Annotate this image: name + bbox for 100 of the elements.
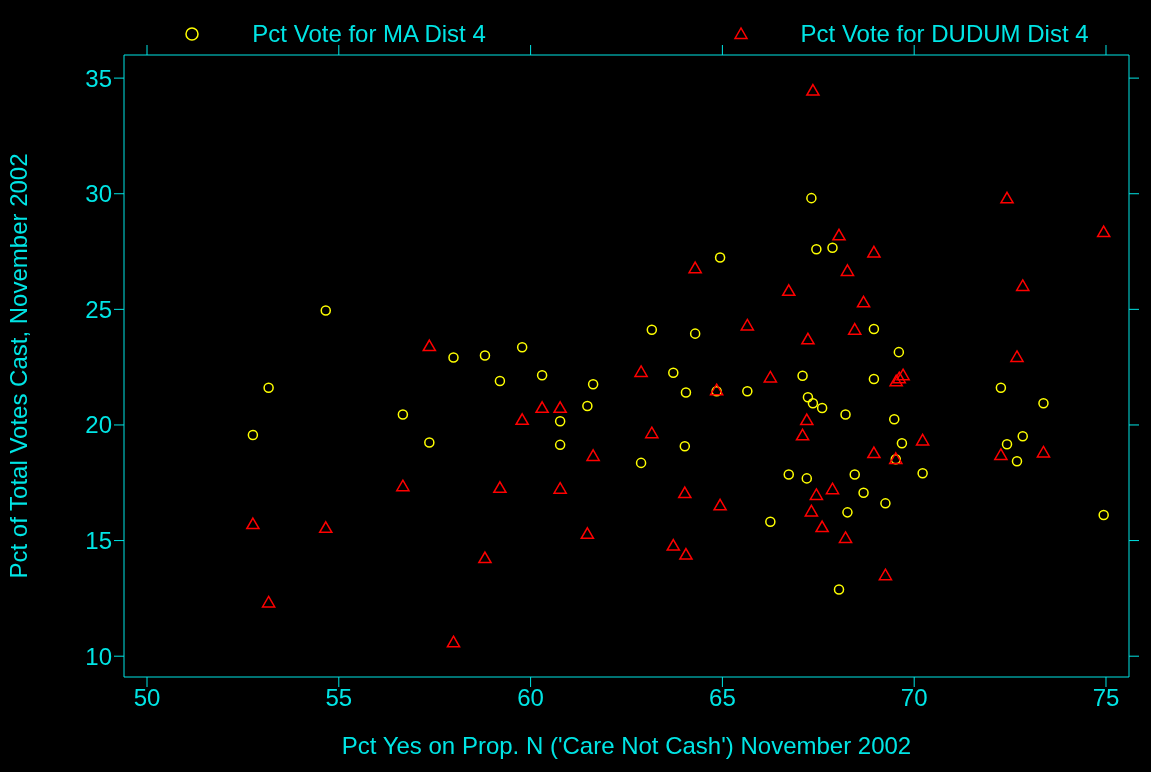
point [1001, 438, 1013, 450]
point [878, 568, 893, 581]
legend-label: Pct Vote for DUDUM Dist 4 [800, 20, 1089, 48]
x-tick-label: 65 [709, 684, 736, 712]
point [479, 350, 491, 361]
point [781, 284, 796, 297]
y-tick-label: 30 [85, 180, 112, 208]
point [587, 379, 599, 390]
point [1096, 225, 1111, 238]
point [554, 439, 566, 451]
point [679, 547, 693, 560]
point [646, 324, 658, 335]
point [688, 261, 702, 274]
y-tick-label: 10 [85, 642, 112, 670]
point [582, 400, 593, 412]
point [318, 521, 333, 534]
point [809, 488, 824, 501]
point [448, 352, 459, 363]
point [689, 328, 701, 339]
point [446, 635, 461, 648]
point [263, 382, 274, 393]
point [644, 426, 659, 439]
point [493, 481, 507, 494]
point [1098, 509, 1109, 521]
point [740, 318, 755, 331]
point [634, 365, 648, 378]
point [668, 367, 679, 378]
point [1015, 279, 1030, 292]
point [1017, 431, 1029, 442]
point [1038, 397, 1049, 409]
y-tick-label: 35 [85, 64, 112, 92]
point [896, 368, 910, 381]
legend-label: Pct Vote for MA Dist 4 [252, 20, 486, 48]
point [892, 371, 907, 384]
point [795, 428, 810, 441]
x-tick-label: 60 [517, 684, 544, 712]
point [801, 473, 813, 484]
point [424, 437, 435, 448]
point [832, 228, 846, 241]
point [246, 517, 260, 530]
point [422, 339, 437, 352]
point [868, 323, 880, 335]
point [995, 382, 1007, 393]
point [713, 498, 727, 511]
point [799, 413, 814, 426]
point [858, 487, 869, 498]
y-tick-label: 25 [85, 295, 112, 323]
point [1036, 445, 1051, 458]
point [586, 449, 600, 462]
point [783, 469, 795, 480]
point [827, 242, 838, 254]
point [1011, 456, 1023, 467]
point [554, 416, 566, 427]
point [635, 457, 647, 469]
point [677, 486, 692, 499]
point [840, 264, 855, 277]
point [840, 409, 851, 420]
point [680, 387, 692, 398]
point [397, 409, 409, 420]
point [896, 437, 908, 449]
point [804, 504, 819, 517]
point [811, 243, 822, 255]
point [580, 527, 595, 540]
point [801, 332, 815, 345]
point [714, 252, 726, 263]
x-tick-label: 55 [325, 684, 353, 712]
point [994, 448, 1008, 461]
point [917, 468, 928, 479]
point [553, 481, 567, 494]
point [816, 402, 828, 414]
point [261, 595, 276, 608]
x-axis-title: Pct Yes on Prop. N ('Care Not Cash') November 2002 [341, 732, 912, 759]
point [247, 429, 259, 441]
point [880, 498, 891, 509]
point [806, 83, 820, 96]
point [536, 369, 548, 381]
point [802, 391, 814, 403]
point [666, 538, 681, 551]
point [842, 507, 853, 518]
point [763, 370, 778, 383]
point [888, 413, 900, 425]
point [847, 322, 862, 335]
point [838, 531, 853, 544]
y-tick-label: 15 [85, 527, 112, 555]
x-tick-label: 75 [1092, 684, 1120, 712]
y-tick-label: 20 [85, 411, 112, 439]
point [889, 374, 903, 387]
point [807, 397, 819, 409]
x-tick-label: 50 [133, 684, 161, 712]
point [478, 551, 492, 564]
point [856, 295, 871, 308]
point [797, 370, 808, 381]
point [1000, 191, 1014, 204]
point [320, 305, 332, 316]
point [494, 375, 506, 387]
point [868, 373, 880, 385]
point [535, 401, 549, 414]
point [515, 413, 529, 426]
point [867, 245, 881, 258]
point [849, 469, 860, 480]
